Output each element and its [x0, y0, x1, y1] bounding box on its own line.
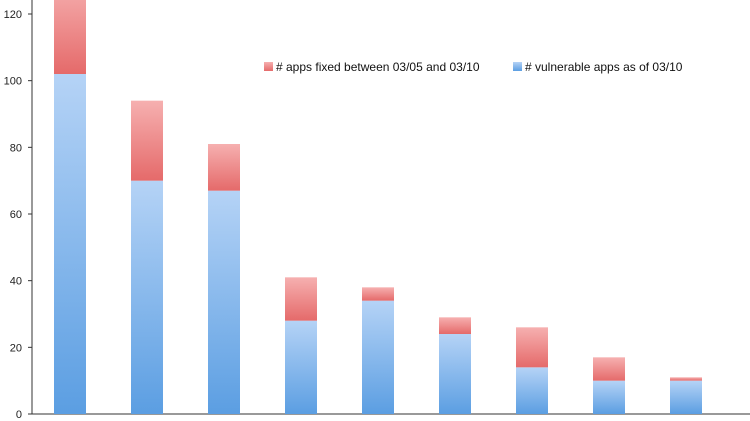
y-tick-label: 100 [4, 76, 22, 88]
bar-segment-series-0-category-2 [208, 190, 240, 414]
legend-swatch [513, 62, 522, 71]
legend-label: # vulnerable apps as of 03/10 [525, 60, 683, 74]
bar-segment-series-0-category-6 [516, 367, 548, 414]
bar-segment-series-1-category-3 [285, 277, 317, 321]
bar-segment-series-1-category-5 [439, 317, 471, 334]
y-tick-label: 0 [16, 409, 22, 421]
bar-segment-series-0-category-0 [54, 74, 86, 414]
bar-segment-series-1-category-0 [54, 0, 86, 75]
bar-segment-series-1-category-2 [208, 144, 240, 191]
y-tick-label: 20 [10, 342, 22, 354]
bar-segment-series-1-category-1 [131, 100, 163, 181]
bar-segment-series-0-category-4 [362, 300, 394, 414]
bar-segment-series-0-category-1 [131, 180, 163, 414]
bar-segment-series-0-category-7 [593, 380, 625, 414]
y-tick-label: 120 [4, 9, 22, 21]
y-tick-label: 80 [10, 142, 22, 154]
y-tick-label: 40 [10, 276, 22, 288]
bars-group [54, 0, 702, 414]
legend-label: # apps fixed between 03/05 and 03/10 [276, 60, 480, 74]
bar-segment-series-1-category-7 [593, 357, 625, 381]
bar-segment-series-0-category-3 [285, 320, 317, 414]
legend-swatch [264, 62, 273, 71]
bar-segment-series-1-category-6 [516, 327, 548, 368]
bar-segment-series-1-category-8 [670, 377, 702, 381]
bar-segment-series-0-category-8 [670, 380, 702, 414]
y-tick-label: 60 [10, 209, 22, 221]
bar-segment-series-1-category-4 [362, 287, 394, 301]
bar-segment-series-0-category-5 [439, 334, 471, 414]
legend: # apps fixed between 03/05 and 03/10 # vu… [264, 60, 683, 74]
